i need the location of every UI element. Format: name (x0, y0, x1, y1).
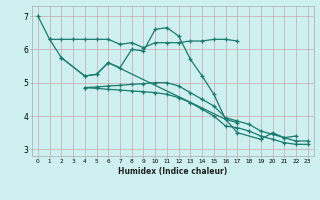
X-axis label: Humidex (Indice chaleur): Humidex (Indice chaleur) (118, 167, 228, 176)
